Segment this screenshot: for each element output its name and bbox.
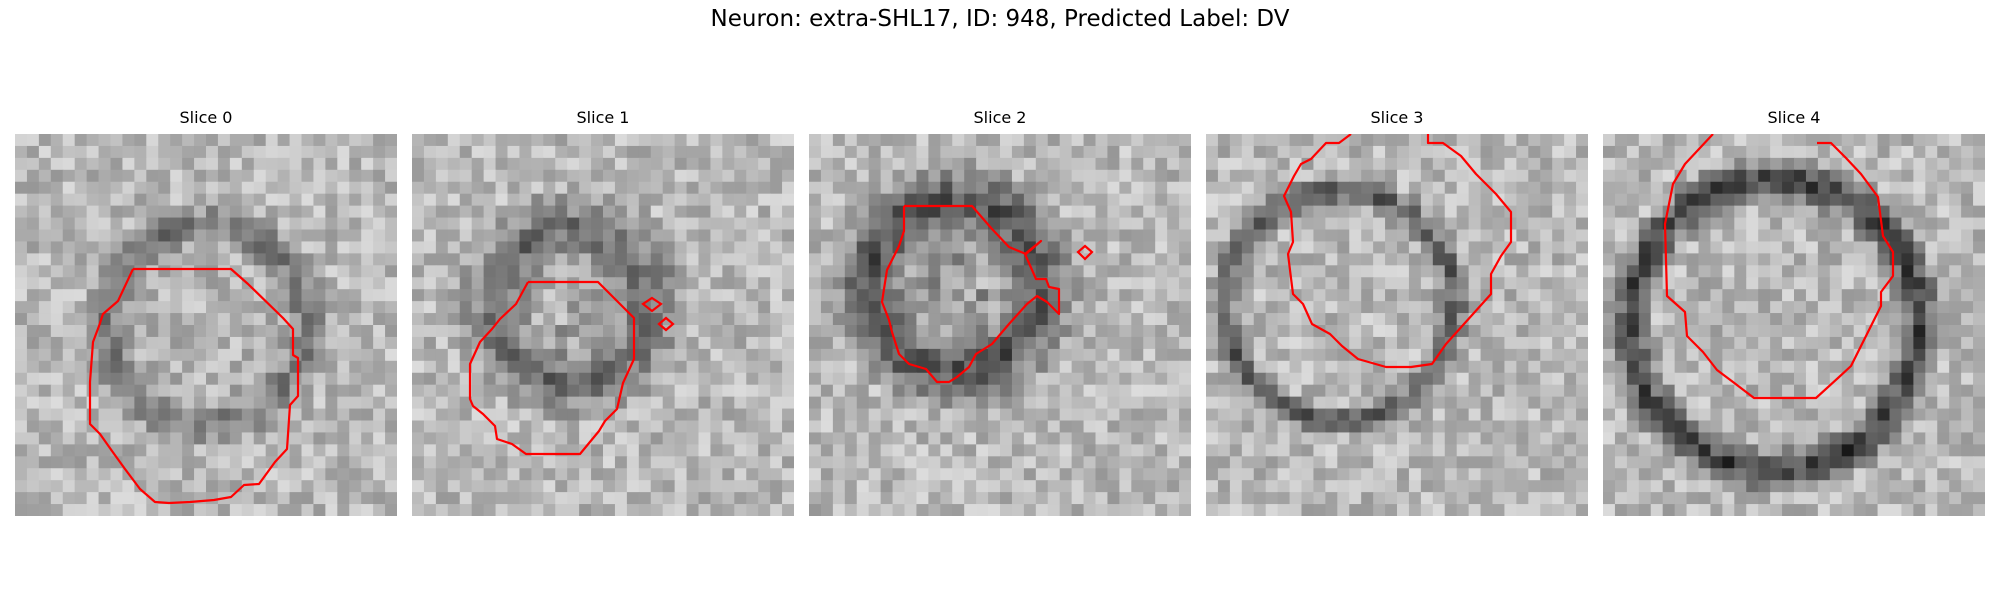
- roi-contour-0: [88, 267, 300, 505]
- slice-title-0: Slice 0: [179, 108, 233, 127]
- slice-title-2: Slice 2: [973, 108, 1027, 127]
- roi-contour-3: [1282, 134, 1513, 369]
- slice-image-2: [809, 134, 1191, 516]
- figure-title: Neuron: extra-SHL17, ID: 948, Predicted …: [710, 6, 1290, 32]
- roi-contour-1: [468, 280, 636, 456]
- roi-contour-2: [880, 204, 1061, 384]
- roi-fragment-1a: [641, 296, 663, 313]
- roi-contour-4: [1663, 134, 1895, 400]
- roi-fragment-2: [1076, 244, 1094, 261]
- roi-fragment-1b: [657, 316, 675, 332]
- slice-image-0: [15, 134, 397, 516]
- slice-title-3: Slice 3: [1370, 108, 1424, 127]
- slice-title-1: Slice 1: [576, 108, 630, 127]
- slice-image-1: [412, 134, 794, 516]
- slice-title-4: Slice 4: [1767, 108, 1821, 127]
- slice-image-3: [1206, 134, 1588, 516]
- slice-image-4: [1603, 134, 1985, 516]
